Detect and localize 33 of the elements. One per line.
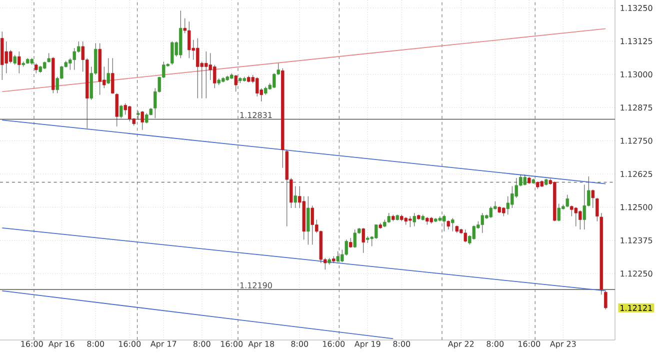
candlestick <box>47 52 50 63</box>
candlestick <box>412 212 416 227</box>
candlestick <box>120 104 123 118</box>
candlestick <box>145 112 148 124</box>
candlestick <box>387 212 390 224</box>
candlestick <box>362 228 365 254</box>
candlestick <box>13 54 16 66</box>
candlestick <box>18 51 21 74</box>
candlestick <box>446 220 450 230</box>
candlestick <box>115 92 118 127</box>
candlestick <box>451 218 454 232</box>
candlestick <box>306 196 310 245</box>
candlestick <box>523 174 527 186</box>
candlestick <box>582 184 586 230</box>
candlestick <box>596 198 599 222</box>
candlestick <box>349 238 352 248</box>
candlestick <box>566 194 570 208</box>
candlestick <box>170 41 174 66</box>
candlestick <box>136 110 140 120</box>
candlestick <box>106 58 110 84</box>
candlestick <box>591 189 595 208</box>
candlestick <box>570 205 574 216</box>
candlestick <box>111 58 114 94</box>
candlestick <box>140 110 144 130</box>
candlestick <box>489 206 493 218</box>
candlestick <box>234 74 238 92</box>
candlestick <box>574 206 578 227</box>
candlestick <box>34 62 38 74</box>
candlestick <box>464 229 467 242</box>
candlestick <box>604 290 608 310</box>
candlestick <box>506 196 510 215</box>
candlestick <box>557 203 561 222</box>
candlestick <box>294 186 297 208</box>
